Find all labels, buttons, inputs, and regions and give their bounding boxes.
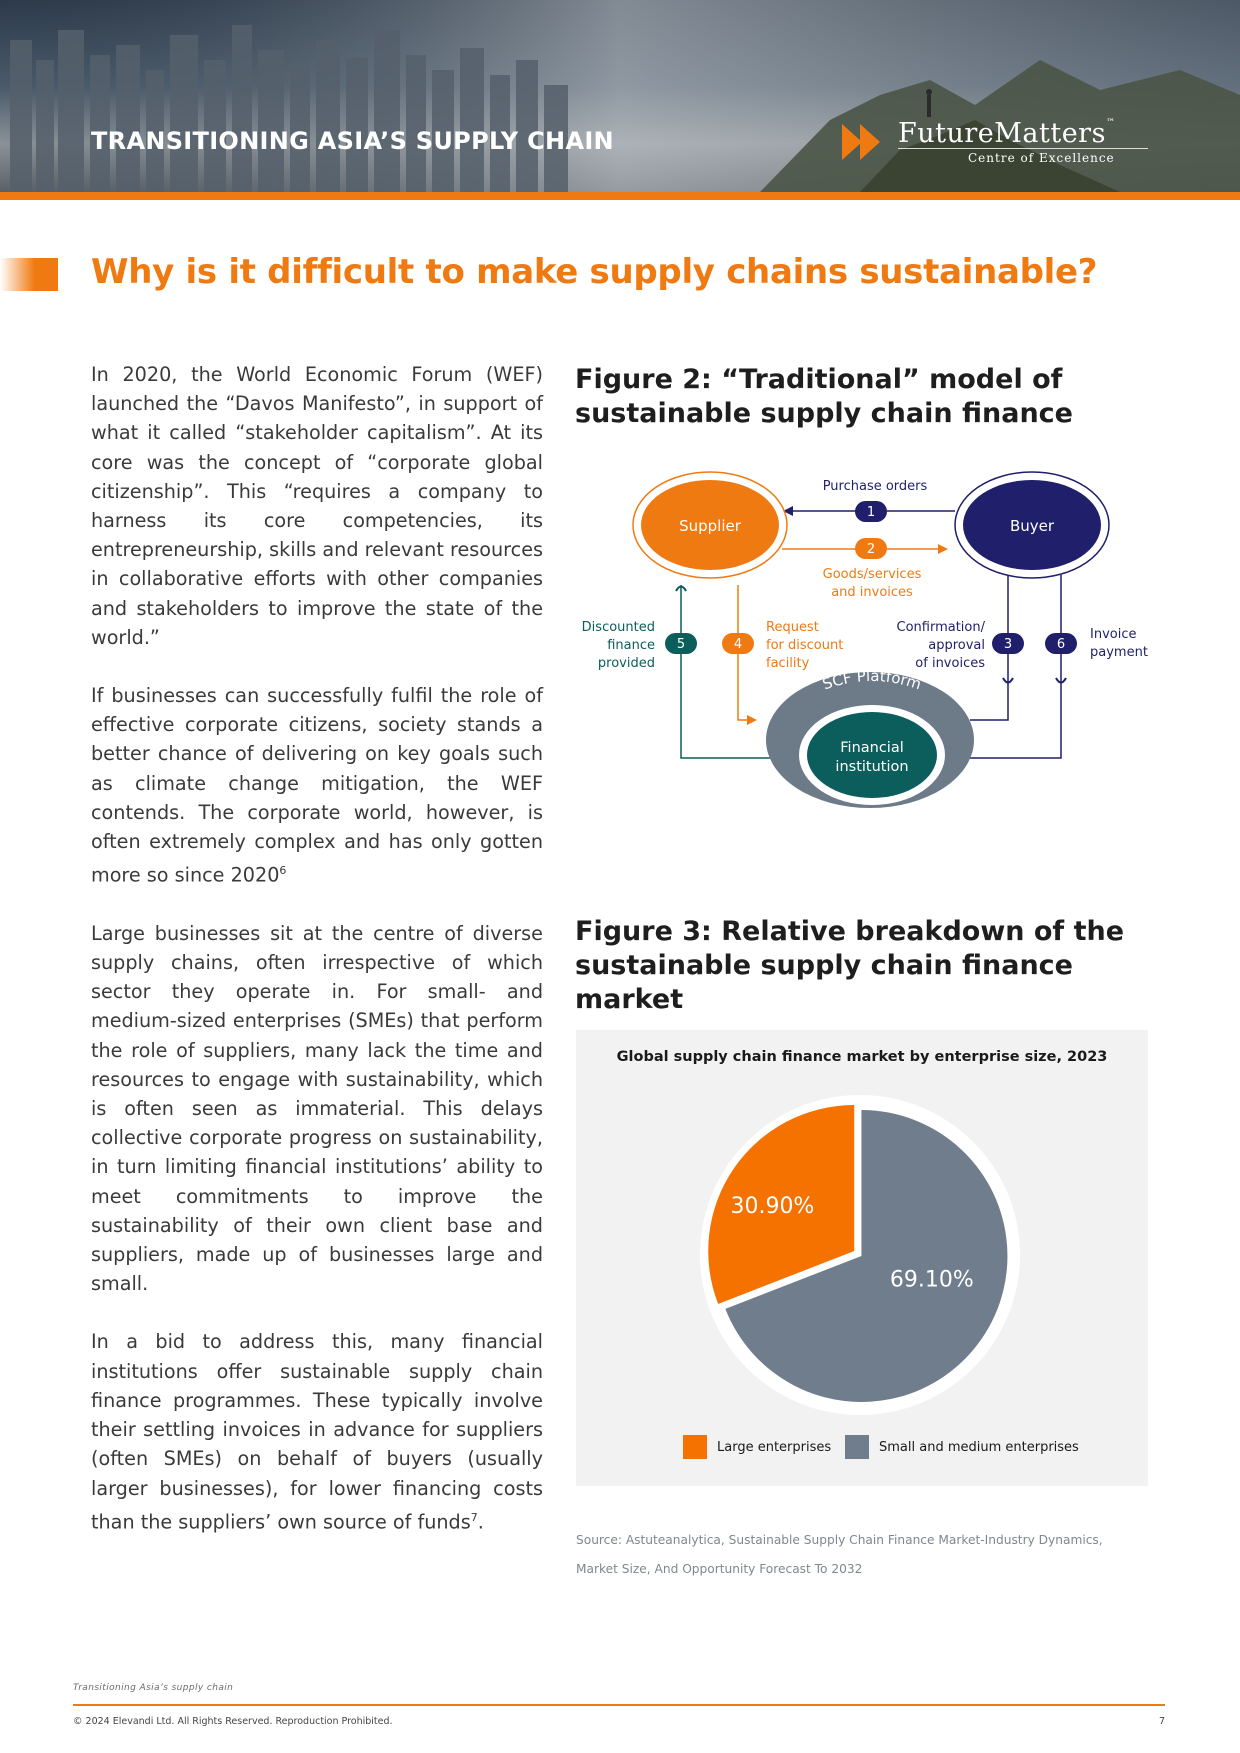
logo-name: FutureMatters™ [898, 118, 1115, 149]
pie-chart: 30.90% 69.10% [700, 1095, 1020, 1415]
scf-model-diagram: Supplier Buyer SCF Platform Financial in… [582, 471, 1148, 808]
step-6-number: 6 [1057, 637, 1065, 652]
footer-rule [73, 1704, 1165, 1706]
supplier-outline [632, 471, 788, 579]
body-text-column: In 2020, the World Economic Forum (WEF) … [91, 360, 543, 1565]
arrow-purchase-orders [783, 506, 793, 516]
step-6-label-line2: payment [1090, 645, 1148, 660]
step-4-badge [722, 633, 754, 654]
legend-swatch-sme [845, 1435, 869, 1459]
logo-name-text: FutureMatters [898, 118, 1106, 149]
paragraph-4: In a bid to address this, many financial… [91, 1327, 543, 1536]
connector-discounted-finance [680, 585, 770, 759]
source-line-2: Market Size, And Opportunity Forecast To… [576, 1562, 863, 1576]
step-5-label-line3: provided [598, 656, 655, 671]
step-6-label-line1: Invoice [1090, 627, 1136, 642]
figure-3-title: Figure 3: Relative breakdown of the sust… [575, 916, 1125, 1015]
legend-item-large: Large enterprises [683, 1435, 831, 1459]
step-5-badge [665, 633, 697, 654]
step-2-label-line1: Goods/services [823, 567, 922, 582]
pie-slice-sme [725, 1109, 1008, 1402]
legend-label-sme: Small and medium enterprises [879, 1439, 1079, 1455]
pie-chart-panel: Global supply chain finance market by en… [576, 1030, 1148, 1486]
header-orange-band [0, 192, 1240, 200]
step-3-number: 3 [1004, 637, 1012, 652]
institution-label-line1: Financial [840, 740, 904, 756]
footer-running-title: Transitioning Asia’s supply chain [73, 1683, 234, 1693]
connector-confirmation [970, 575, 1009, 721]
paragraph-4-text: In a bid to address this, many financial… [91, 1330, 543, 1534]
step-4-label-line3: facility [766, 656, 810, 671]
paragraph-2-text: If businesses can successfully fulfil th… [91, 684, 543, 887]
step-1-badge [855, 501, 887, 522]
step-4-label-line2: for discount [766, 638, 843, 653]
step-2-badge [855, 538, 887, 559]
step-3-label-line1: Confirmation/ [897, 620, 986, 635]
step-5-label-line1: Discounted [582, 620, 655, 635]
supplier-label: Supplier [679, 517, 742, 535]
step-1-number: 1 [867, 505, 875, 520]
step-5-label-line2: finance [607, 638, 655, 653]
buyer-outline [954, 471, 1110, 579]
data-label-large-enterprises: 30.90% [730, 1194, 814, 1219]
header-banner: TRANSITIONING ASIA’S SUPPLY CHAIN Future… [0, 0, 1240, 192]
data-label-sme: 69.10% [890, 1268, 974, 1293]
step-2-label-line2: and invoices [831, 585, 913, 600]
step-3-badge [992, 633, 1024, 654]
legend-swatch-large [683, 1435, 707, 1459]
figure-2-title: Figure 2: “Traditional” model of sustain… [575, 364, 1073, 429]
step-2-number: 2 [867, 542, 875, 557]
chart-title: Global supply chain finance market by en… [616, 1049, 1108, 1065]
footnote-ref-7[interactable]: 7 [470, 1510, 478, 1524]
figure-3-source: Source: Astuteanalytica, Sustainable Sup… [576, 1526, 1146, 1584]
step-3-label-line3: of invoices [915, 656, 985, 671]
paragraph-1: In 2020, the World Economic Forum (WEF) … [91, 363, 543, 649]
chart-legend: Large enterprises Small and medium enter… [576, 1435, 1148, 1459]
banner-title: TRANSITIONING ASIA’S SUPPLY CHAIN [91, 127, 614, 155]
heading-accent-bar [0, 258, 58, 291]
legend-label-large: Large enterprises [717, 1439, 832, 1455]
step-6-badge [1045, 633, 1077, 654]
futurematters-logo: FutureMatters™ Centre of Excellence [842, 118, 1152, 168]
page-title: Why is it difficult to make supply chain… [91, 252, 1098, 292]
logo-subtitle: Centre of Excellence [968, 151, 1115, 165]
step-4-number: 4 [734, 637, 742, 652]
step-1-label: Purchase orders [823, 479, 928, 494]
buyer-label: Buyer [1010, 517, 1055, 535]
paragraph-4-end: . [477, 1510, 484, 1534]
financial-institution-node [807, 712, 937, 798]
logo-rule [898, 148, 1148, 149]
institution-label-line2: institution [835, 759, 908, 775]
pie-slice-large-enterprises [708, 1105, 855, 1304]
supplier-node [641, 480, 779, 570]
step-3-label-line2: approval [928, 638, 985, 653]
page-number: 7 [1158, 1716, 1165, 1727]
footer-copyright: © 2024 Elevandi Ltd. All Rights Reserved… [73, 1716, 393, 1727]
source-line-1: Source: Astuteanalytica, Sustainable Sup… [576, 1533, 1103, 1547]
step-5-number: 5 [677, 637, 685, 652]
logo-tm: ™ [1105, 118, 1116, 128]
banner-photo [0, 0, 1240, 192]
paragraph-2: If businesses can successfully fulfil th… [91, 681, 543, 890]
legend-item-sme: Small and medium enterprises [845, 1435, 1079, 1459]
buyer-node [963, 480, 1101, 570]
step-4-label-line1: Request [766, 620, 819, 635]
paragraph-3: Large businesses sit at the centre of di… [91, 921, 543, 1296]
fast-forward-icon [842, 124, 880, 160]
footnote-ref-6[interactable]: 6 [279, 864, 287, 878]
